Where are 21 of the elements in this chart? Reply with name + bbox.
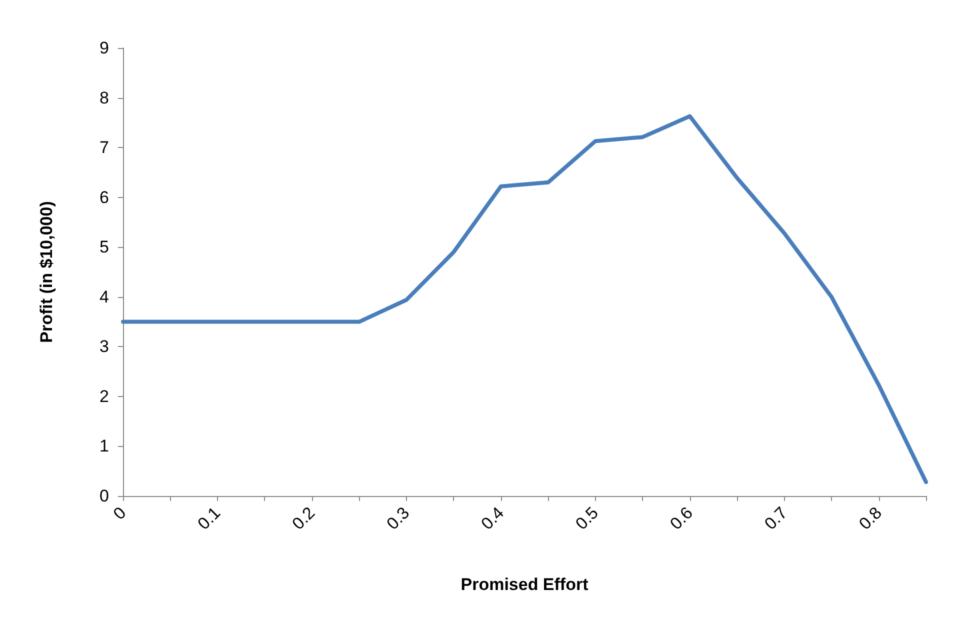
x-tick-label: 0.7: [760, 503, 792, 534]
x-tick-label: 0.1: [194, 503, 224, 534]
y-tick-label: 5: [100, 238, 109, 257]
x-tick-label: 0.3: [382, 503, 414, 534]
x-axis-title: Promised Effort: [460, 575, 589, 594]
y-tick-label: 4: [100, 287, 109, 306]
y-tick-label: 2: [100, 386, 109, 406]
y-tick-label: 9: [100, 38, 109, 58]
x-tick-label: 0.4: [477, 503, 508, 534]
x-tick-label: 0.5: [572, 503, 602, 534]
y-tick-label: 0: [100, 486, 109, 506]
y-tick-label: 8: [100, 88, 109, 108]
y-tick-label: 6: [100, 188, 109, 207]
y-tick-label: 3: [100, 337, 109, 356]
y-tick-label: 7: [100, 138, 109, 158]
x-tick-label: 0.8: [855, 503, 886, 534]
line-series: [121, 114, 928, 484]
y-axis-title: Profit (in $10,000): [37, 201, 56, 343]
x-tick-label: 0.6: [666, 503, 697, 534]
y-tick-label: 1: [100, 436, 109, 456]
x-tick-label: 0.2: [288, 503, 319, 534]
